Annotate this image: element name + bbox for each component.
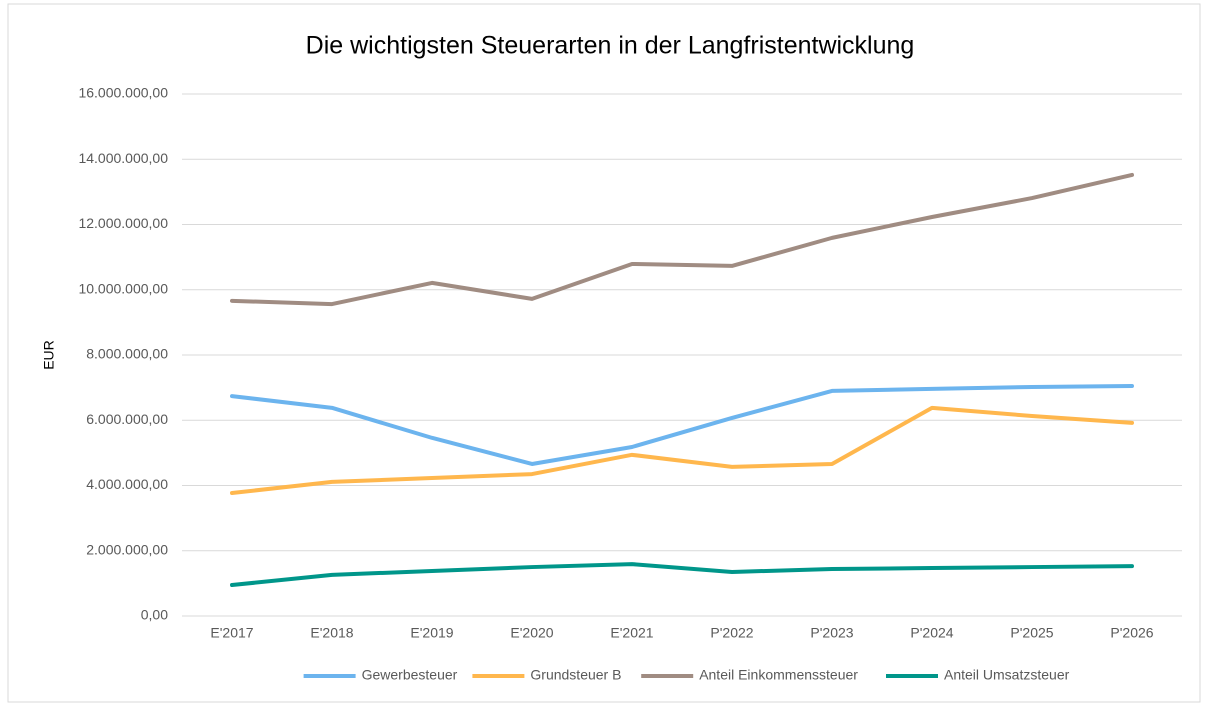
y-tick-label: 2.000.000,00	[86, 541, 168, 557]
y-tick-label: 8.000.000,00	[86, 346, 168, 362]
x-tick-label: E'2019	[410, 625, 453, 641]
y-tick-label: 16.000.000,00	[78, 85, 168, 101]
legend-label: Anteil Umsatzsteuer	[944, 667, 1070, 683]
chart-title: Die wichtigsten Steuerarten in der Langf…	[306, 32, 915, 60]
line	[230, 383, 1134, 466]
line	[230, 405, 1134, 496]
legend-label: Grundsteuer B	[530, 667, 621, 683]
x-tick-label: P'2024	[910, 625, 953, 641]
x-tick-label: E'2021	[610, 625, 653, 641]
x-tick-label: E'2018	[310, 625, 353, 641]
y-tick-label: 12.000.000,00	[78, 215, 168, 231]
y-tick-label: 6.000.000,00	[86, 411, 168, 427]
y-tick-label: 0,00	[141, 607, 168, 623]
x-tick-label: P'2025	[1010, 625, 1053, 641]
x-tick-label: P'2026	[1110, 625, 1153, 641]
y-tick-label: 14.000.000,00	[78, 150, 168, 166]
chart-area	[7, 3, 1201, 703]
legend-label: Anteil Einkommenssteuer	[699, 667, 858, 683]
legend-label: Gewerbesteuer	[362, 667, 458, 683]
line	[230, 172, 1134, 307]
x-tick-label: P'2023	[810, 625, 853, 641]
y-axis-label: EUR	[41, 340, 57, 370]
x-tick-label: E'2017	[210, 625, 253, 641]
y-tick-label: 10.000.000,00	[78, 280, 168, 296]
x-tick-label: E'2020	[510, 625, 553, 641]
y-tick-label: 4.000.000,00	[86, 476, 168, 492]
line	[230, 562, 1134, 588]
x-tick-label: P'2022	[710, 625, 753, 641]
